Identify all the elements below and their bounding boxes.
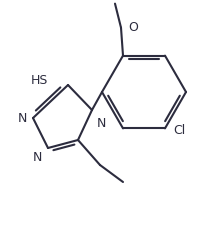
Text: Cl: Cl xyxy=(173,124,185,137)
Text: N: N xyxy=(97,117,106,130)
Text: N: N xyxy=(18,112,27,125)
Text: O: O xyxy=(128,21,138,34)
Text: N: N xyxy=(33,151,42,164)
Text: HS: HS xyxy=(31,73,48,86)
